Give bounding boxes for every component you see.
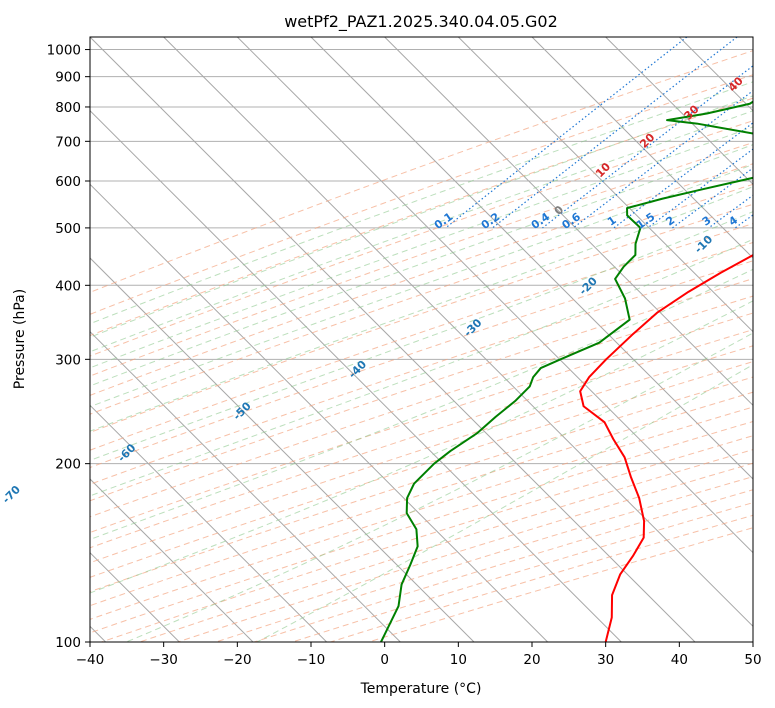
x-tick-label: 0 [380, 652, 389, 668]
isotherm-line [90, 37, 696, 642]
dry-adiabat-line [90, 329, 753, 549]
plot-area [90, 37, 753, 642]
dry-adiabat-line [90, 142, 753, 377]
y-tick-label: 800 [55, 100, 81, 116]
isotherm-line [90, 257, 475, 642]
temperature-line [579, 253, 753, 642]
x-tick-label: 30 [597, 652, 614, 668]
x-tick-label: 20 [523, 652, 540, 668]
y-tick-label: 500 [55, 221, 81, 237]
moist-adiabat-line [90, 186, 753, 432]
isotherm-line [163, 37, 753, 628]
isotherm-line [90, 330, 401, 642]
dry-adiabat-line [90, 223, 753, 451]
dry-adiabat-line [90, 163, 753, 396]
x-tick-label: −20 [223, 652, 252, 668]
isotherm-line [384, 37, 753, 407]
moist-adiabat-line [90, 95, 753, 338]
plot-frame [89, 36, 754, 643]
mixing-ratio-line [672, 167, 753, 229]
dry-adiabat-line [90, 391, 753, 607]
x-tick-label: −30 [149, 652, 178, 668]
x-tick-label: −10 [297, 652, 326, 668]
y-tick-label: 600 [55, 174, 81, 190]
y-tick-label: 200 [55, 457, 81, 473]
isotherm-line [605, 37, 753, 186]
isotherm-line [90, 183, 549, 642]
y-axis: 1000 900 800 700 600 500 400 300 200 100 [47, 43, 90, 651]
dry-adiabat-line [90, 278, 753, 502]
dry-adiabat-line [90, 97, 753, 337]
y-tick-label: 900 [55, 70, 81, 86]
dry-adiabat-line [90, 183, 753, 415]
y-axis-label: Pressure (hPa) [12, 289, 28, 389]
y-tick-label: 700 [55, 134, 81, 150]
moist-adiabat-line [90, 144, 753, 387]
mixing-ratio-line [492, 37, 738, 229]
mixing-ratio-line [542, 65, 753, 229]
y-tick-label: 300 [55, 352, 81, 368]
x-tick-label: −40 [76, 652, 105, 668]
x-axis-label: Temperature (°C) [360, 681, 482, 697]
profile-lines [380, 100, 753, 642]
isotherm-line [457, 37, 753, 333]
background-lines [90, 37, 753, 642]
moist-adiabat-line [126, 332, 753, 642]
dry-adiabat-line [90, 120, 753, 357]
moist-adiabat-line [90, 268, 753, 541]
moist-adiabat-line [90, 163, 753, 408]
x-tick-label: 50 [744, 652, 761, 668]
y-tick-label: 400 [55, 278, 81, 294]
dry-adiabat-line [90, 312, 753, 534]
moist-adiabat-line [90, 81, 753, 325]
y-tick-label: 1000 [47, 43, 81, 59]
isotherm-line [90, 109, 622, 642]
mixing-ratio-line [572, 89, 753, 229]
dry-adiabat-line [90, 260, 753, 485]
x-tick-label: 40 [671, 652, 688, 668]
moist-adiabat-line [90, 238, 753, 497]
dry-adiabat-line [90, 74, 753, 315]
y-tick-label: 100 [55, 635, 81, 651]
isotherm-line [310, 37, 753, 480]
mixing-ratio-lines [445, 37, 753, 229]
x-axis: −40 −30 −20 −10 0 10 20 30 40 50 [76, 642, 762, 668]
x-tick-label: 10 [450, 652, 467, 668]
isotherm-line [236, 37, 753, 554]
dewpoint-line [380, 100, 753, 642]
dry-adiabat-line [90, 50, 753, 293]
moist-adiabat-line [256, 364, 753, 642]
chart-title: wetPf2_PAZ1.2025.340.04.05.G02 [284, 12, 558, 32]
